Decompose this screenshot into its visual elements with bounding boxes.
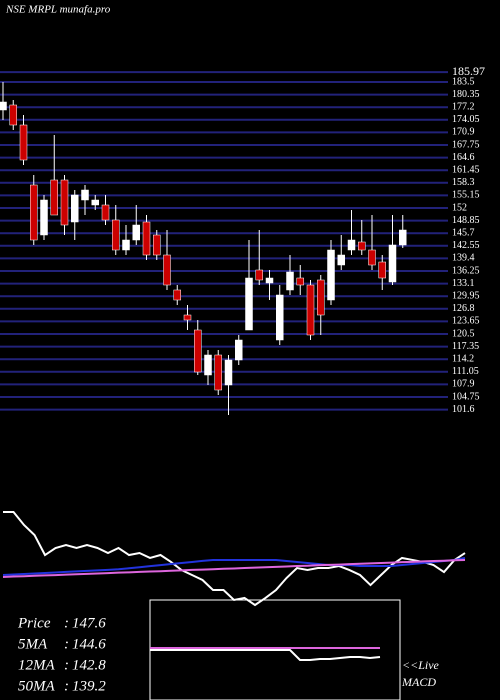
- stat-label: 50MA: [18, 678, 55, 694]
- stat-label: 12MA: [18, 657, 55, 673]
- stat-colon: :: [64, 657, 69, 673]
- annotation: MACD: [401, 675, 436, 689]
- candle-body: [224, 359, 233, 386]
- candle-body: [368, 249, 376, 266]
- y-tick-label: 120.5: [452, 328, 475, 339]
- series-line: [2, 556, 466, 576]
- candle-body: [296, 277, 304, 286]
- y-tick-label: 123.65: [452, 316, 480, 327]
- candle-body: [378, 261, 386, 279]
- stat-value: 142.8: [72, 657, 106, 673]
- candle-body: [112, 219, 120, 251]
- candle-body: [50, 179, 58, 216]
- y-tick-label: 170.9: [452, 127, 475, 138]
- y-tick-label: 158.3: [452, 177, 475, 188]
- candle-body: [183, 314, 192, 321]
- y-tick-label: 101.6: [452, 404, 475, 415]
- candle-body: [40, 199, 48, 236]
- y-tick-label: 177.2: [452, 101, 475, 112]
- stat-label: 5MA: [18, 636, 48, 652]
- y-tick-label: 107.9: [452, 379, 475, 390]
- stat-label: Price: [17, 615, 51, 631]
- stat-value: 139.2: [72, 678, 106, 694]
- stat-colon: :: [64, 678, 69, 694]
- candle-body: [81, 189, 89, 201]
- y-tick-label: 126.8: [452, 303, 475, 314]
- stat-colon: :: [64, 615, 69, 631]
- candle-body: [235, 339, 243, 361]
- candle-body: [173, 289, 181, 301]
- y-tick-label: 164.6: [452, 152, 475, 163]
- candle-body: [327, 249, 335, 301]
- candle-body: [60, 179, 69, 226]
- candle-body: [153, 234, 161, 256]
- candle-body: [286, 271, 294, 291]
- stat-colon: :: [64, 636, 69, 652]
- candle-body: [142, 221, 151, 256]
- candle-body: [214, 354, 222, 391]
- candle-body: [245, 277, 253, 331]
- candle-body: [317, 279, 325, 316]
- y-tick-label: 104.75: [452, 391, 480, 402]
- candle-body: [255, 269, 263, 281]
- candle-body: [306, 284, 315, 336]
- candle-body: [0, 101, 7, 111]
- y-tick-label: 185.97: [452, 64, 485, 78]
- stat-value: 147.6: [72, 615, 106, 631]
- chart-title: NSE MRPL munafa.pro: [5, 4, 111, 16]
- candle-body: [399, 229, 407, 246]
- y-tick-label: 136.25: [452, 265, 480, 276]
- y-tick-label: 180.35: [452, 89, 480, 100]
- y-tick-label: 155.15: [452, 190, 480, 201]
- y-tick-label: 139.4: [452, 253, 475, 264]
- y-tick-label: 117.35: [452, 341, 479, 352]
- series-line: [3, 510, 466, 607]
- candle-body: [204, 354, 212, 376]
- y-tick-label: 145.7: [452, 227, 475, 238]
- candle-body: [163, 254, 171, 286]
- stat-value: 144.6: [72, 636, 106, 652]
- y-tick-label: 111.05: [452, 366, 479, 377]
- candle-body: [194, 329, 202, 373]
- candle-body: [71, 194, 79, 223]
- candle-body: [122, 239, 130, 251]
- y-tick-label: 161.45: [452, 164, 480, 175]
- candle-body: [265, 277, 274, 284]
- y-tick-label: 114.2: [452, 353, 474, 364]
- candle-body: [30, 184, 38, 241]
- y-tick-label: 133.1: [452, 278, 475, 289]
- y-tick-label: 152: [452, 202, 467, 213]
- candle-body: [388, 244, 397, 283]
- y-tick-label: 142.55: [452, 240, 480, 251]
- y-tick-label: 129.95: [452, 290, 480, 301]
- series-line: [2, 558, 466, 578]
- y-tick-label: 167.75: [452, 139, 480, 150]
- y-tick-label: 174.05: [452, 114, 480, 125]
- candle-body: [276, 294, 284, 341]
- candle-body: [337, 254, 345, 266]
- y-tick-label: 148.85: [452, 215, 480, 226]
- candle-body: [91, 199, 99, 206]
- y-tick-label: 183.5: [452, 76, 475, 87]
- candle-body: [19, 124, 28, 161]
- series-line: [150, 649, 381, 661]
- candle-body: [132, 224, 140, 241]
- candle-body: [9, 104, 17, 126]
- annotation: <<Live: [402, 658, 440, 672]
- candle-body: [101, 204, 110, 221]
- candle-body: [358, 241, 366, 251]
- candle-body: [347, 239, 356, 251]
